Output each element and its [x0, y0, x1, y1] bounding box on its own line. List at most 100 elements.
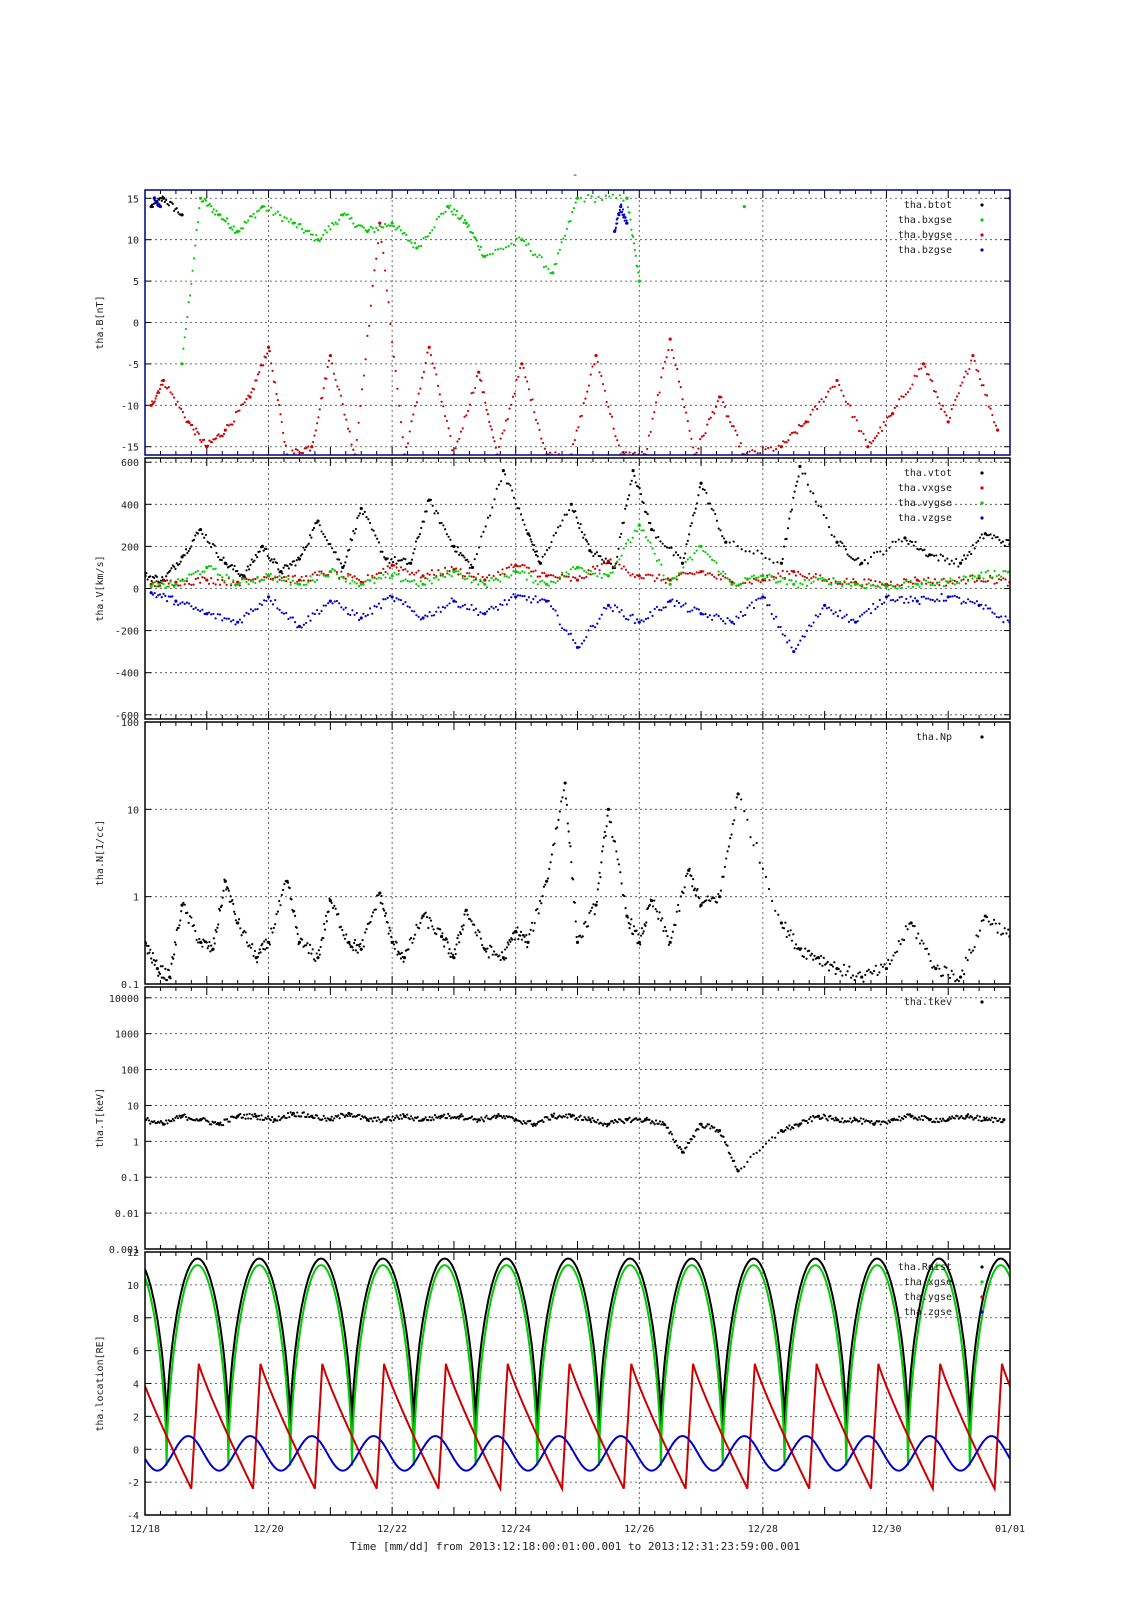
- data-point: [722, 574, 725, 578]
- data-point: [690, 522, 693, 525]
- data-point: [170, 567, 173, 570]
- data-point: [783, 577, 787, 581]
- data-point: [349, 573, 352, 576]
- data-point: [592, 903, 595, 906]
- data-point: [609, 562, 613, 565]
- data-point: [686, 558, 689, 561]
- data-point: [395, 562, 398, 565]
- data-point: [282, 612, 286, 615]
- data-point: [942, 577, 945, 580]
- data-point: [439, 610, 442, 613]
- data-point: [598, 371, 601, 374]
- data-point: [580, 530, 584, 534]
- data-point: [402, 602, 405, 606]
- data-point: [617, 444, 621, 447]
- data-point: [267, 1115, 270, 1118]
- data-point: [971, 544, 975, 547]
- data-point: [248, 395, 252, 399]
- data-point: [774, 615, 778, 618]
- data-point: [576, 521, 580, 525]
- data-point: [224, 220, 227, 223]
- data-point: [376, 1116, 380, 1119]
- data-point: [289, 616, 292, 619]
- data-point: [299, 222, 302, 226]
- data-point: [510, 403, 513, 406]
- data-point: [724, 622, 727, 625]
- data-point: [993, 918, 996, 922]
- data-point: [617, 863, 621, 866]
- data-point: [526, 945, 529, 949]
- data-point: [982, 577, 985, 580]
- data-point: [289, 581, 292, 584]
- data-point: [415, 401, 418, 404]
- data-point: [361, 512, 365, 516]
- data-point: [382, 598, 385, 601]
- data-point: [883, 601, 886, 604]
- data-point: [805, 957, 808, 960]
- data-point: [173, 396, 176, 399]
- data-point: [840, 389, 843, 392]
- data-point: [761, 446, 764, 449]
- data-point: [306, 1113, 309, 1116]
- data-point: [548, 867, 551, 870]
- data-point: [907, 542, 910, 546]
- data-point: [821, 1116, 824, 1119]
- data-point: [760, 552, 763, 555]
- data-point: [291, 449, 294, 452]
- data-point: [748, 581, 751, 584]
- data-point: [726, 577, 729, 580]
- data-point: [672, 554, 675, 557]
- data-point: [327, 225, 330, 228]
- data-point: [797, 570, 800, 573]
- data-point: [884, 424, 887, 427]
- data-point: [657, 1122, 660, 1125]
- data-point: [896, 1118, 900, 1122]
- data-point: [145, 944, 148, 947]
- data-point: [457, 1117, 460, 1120]
- data-point: [746, 818, 749, 821]
- data-point: [992, 1120, 995, 1124]
- data-point: [624, 568, 628, 571]
- data-point: [270, 362, 273, 365]
- data-point: [404, 578, 407, 581]
- data-point: [424, 1116, 427, 1119]
- data-point: [405, 233, 408, 237]
- data-point: [978, 536, 982, 539]
- data-point: [498, 954, 501, 957]
- data-point: [986, 607, 990, 610]
- data-point: [508, 938, 511, 942]
- data-point: [238, 618, 241, 621]
- data-point: [752, 844, 755, 847]
- data-point: [761, 1145, 764, 1149]
- data-point: [352, 949, 355, 952]
- data-point: [790, 569, 793, 573]
- data-point: [314, 429, 317, 432]
- data-point: [225, 583, 228, 586]
- data-point: [982, 607, 985, 610]
- data-point: [883, 583, 886, 586]
- data-point: [540, 256, 543, 259]
- data-point: [647, 617, 650, 620]
- data-point: [435, 576, 438, 579]
- data-point: [486, 413, 490, 416]
- data-point: [417, 584, 420, 588]
- data-point: [892, 954, 895, 957]
- data-point: [321, 1118, 324, 1121]
- data-point: [146, 952, 149, 955]
- data-point: [155, 585, 158, 588]
- data-point: [201, 576, 204, 579]
- data-point: [398, 225, 401, 228]
- data-point: [303, 447, 306, 450]
- data-point: [860, 561, 864, 565]
- data-point: [248, 944, 251, 947]
- data-point: [622, 215, 625, 218]
- data-point: [596, 564, 599, 568]
- data-point: [432, 573, 436, 576]
- data-point: [900, 395, 903, 398]
- data-point: [997, 616, 1001, 619]
- data-point: [514, 563, 518, 567]
- data-point: [245, 398, 248, 401]
- data-point: [726, 616, 729, 620]
- data-point: [431, 925, 434, 928]
- data-point: [774, 1136, 777, 1139]
